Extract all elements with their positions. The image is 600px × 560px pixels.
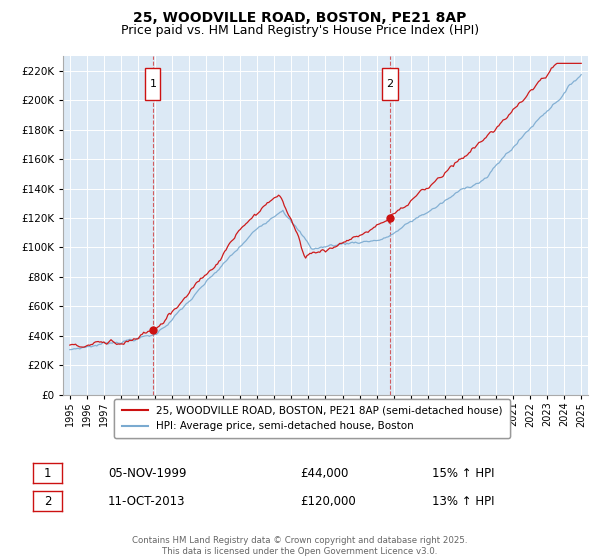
Text: £120,000: £120,000	[300, 494, 356, 508]
Bar	[145, 68, 160, 100]
Legend: 25, WOODVILLE ROAD, BOSTON, PE21 8AP (semi-detached house), HPI: Average price, : 25, WOODVILLE ROAD, BOSTON, PE21 8AP (se…	[114, 399, 510, 438]
Bar	[382, 68, 398, 100]
Text: 1: 1	[149, 79, 157, 89]
Text: 2: 2	[44, 494, 51, 508]
Text: 25, WOODVILLE ROAD, BOSTON, PE21 8AP: 25, WOODVILLE ROAD, BOSTON, PE21 8AP	[133, 11, 467, 25]
Text: 1: 1	[44, 466, 51, 480]
Text: 13% ↑ HPI: 13% ↑ HPI	[432, 494, 494, 508]
Text: 11-OCT-2013: 11-OCT-2013	[108, 494, 185, 508]
Text: Price paid vs. HM Land Registry's House Price Index (HPI): Price paid vs. HM Land Registry's House …	[121, 24, 479, 36]
Text: 05-NOV-1999: 05-NOV-1999	[108, 466, 187, 480]
Text: 2: 2	[386, 79, 394, 89]
Text: Contains HM Land Registry data © Crown copyright and database right 2025.
This d: Contains HM Land Registry data © Crown c…	[132, 536, 468, 556]
Text: £44,000: £44,000	[300, 466, 349, 480]
Text: 15% ↑ HPI: 15% ↑ HPI	[432, 466, 494, 480]
